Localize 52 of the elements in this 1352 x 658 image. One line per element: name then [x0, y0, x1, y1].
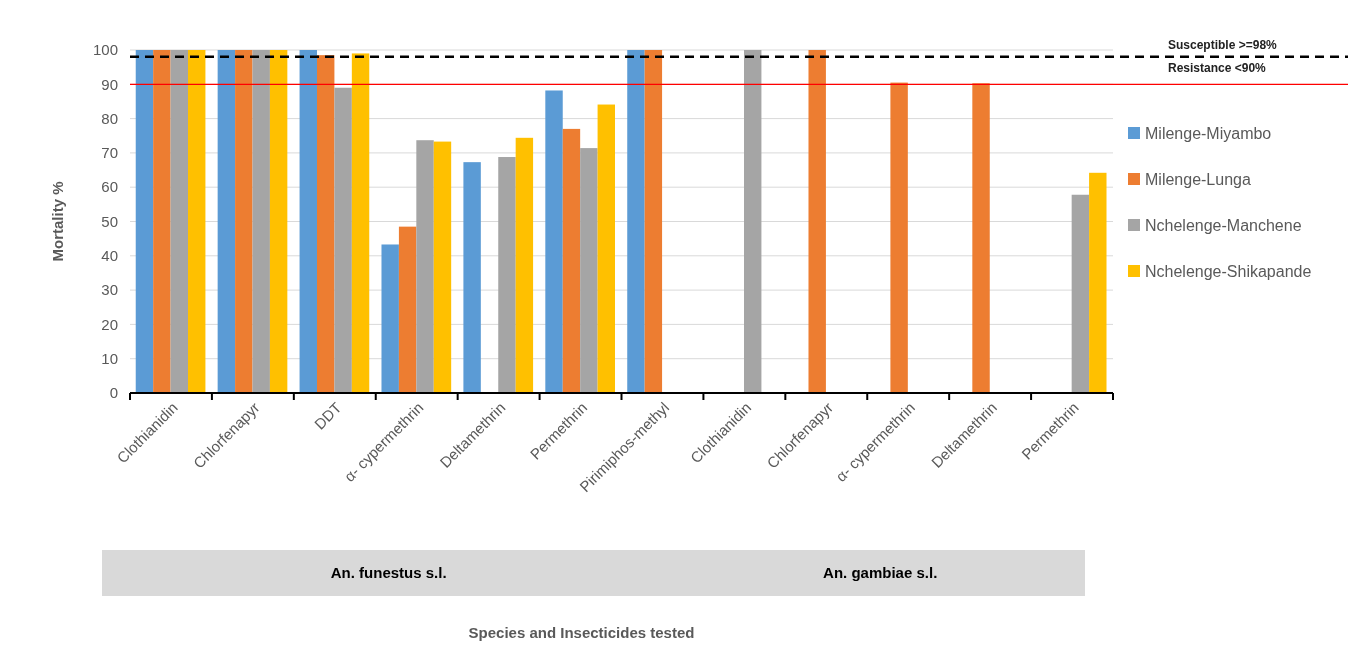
bar — [580, 148, 598, 393]
y-tick-label: 70 — [101, 144, 118, 162]
bar — [153, 50, 171, 393]
y-tick-label: 20 — [101, 315, 118, 333]
bar — [890, 82, 908, 393]
bar — [188, 50, 206, 393]
y-tick-label: 50 — [101, 212, 118, 230]
bar — [644, 50, 663, 393]
bar — [562, 128, 581, 393]
bar — [235, 50, 253, 393]
legend-label: Nchelenge-Manchene — [1145, 216, 1302, 234]
legend-label: Nchelenge-Shikapande — [1145, 262, 1312, 280]
bar — [498, 157, 516, 393]
bar — [597, 104, 615, 393]
bar — [433, 141, 452, 393]
bar — [416, 140, 434, 393]
y-tick-label: 100 — [92, 41, 118, 59]
bar — [269, 50, 288, 393]
bar — [627, 50, 645, 393]
text: An. gambiae s.l. — [823, 564, 938, 582]
bar — [1071, 194, 1090, 393]
legend-label: Milenge-Lunga — [1145, 170, 1251, 188]
text: Species and Insecticides tested — [468, 624, 695, 641]
bar — [135, 50, 154, 393]
bar — [972, 83, 990, 393]
y-tick-label: 0 — [109, 384, 118, 402]
ref-line-label: Resistance <90% — [1168, 61, 1267, 75]
bar — [217, 50, 236, 393]
bar — [381, 244, 399, 393]
y-tick-label: 80 — [101, 109, 118, 127]
bar — [334, 87, 352, 393]
legend-label: Milenge-Miyambo — [1145, 124, 1272, 142]
bar — [743, 50, 762, 393]
y-tick-label: 60 — [101, 178, 118, 196]
bar — [545, 90, 563, 393]
bar — [252, 50, 270, 393]
y-tick-label: 10 — [101, 349, 118, 367]
bar — [808, 50, 826, 393]
bar — [1089, 172, 1107, 393]
bar — [170, 50, 188, 393]
bar — [299, 50, 317, 393]
y-tick-label: 40 — [101, 247, 118, 265]
y-tick-label: 30 — [101, 281, 118, 299]
bar — [351, 53, 370, 393]
bar — [515, 137, 534, 393]
bar — [316, 55, 335, 393]
y-tick-label: 90 — [101, 75, 118, 93]
bar — [398, 226, 417, 393]
text: An. funestus s.l. — [330, 564, 447, 582]
ref-line-label: Susceptible >=98% — [1168, 38, 1278, 52]
y-axis-title: Mortality % — [49, 181, 66, 262]
bar — [463, 162, 481, 393]
